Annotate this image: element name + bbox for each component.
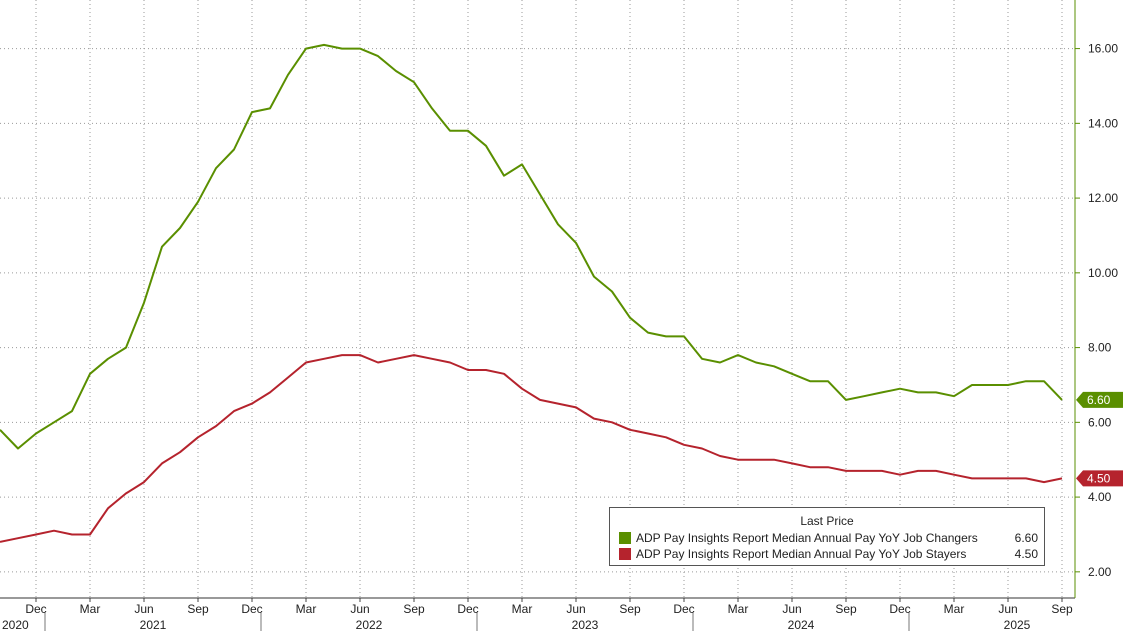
series-lines [0, 43, 1063, 543]
x-tick-label: Jun [782, 602, 801, 616]
y-tick-label: 8.00 [1088, 341, 1112, 355]
x-tick-label: Mar [80, 602, 101, 616]
legend-value-job-stayers: 4.50 [1014, 547, 1038, 561]
legend-swatch-job-stayers [619, 548, 631, 560]
x-tick-label: Sep [187, 602, 209, 616]
x-tick-label: Sep [619, 602, 641, 616]
x-tick-label: Dec [241, 602, 262, 616]
x-tick-label: Mar [944, 602, 965, 616]
x-tick-label: Sep [835, 602, 857, 616]
x-year-label: 2021 [140, 618, 167, 631]
x-year-label: 2023 [572, 618, 599, 631]
x-year-label: 2024 [788, 618, 815, 631]
last-value-badges: 6.60 4.50 [1076, 391, 1123, 487]
y-tick-label: 16.00 [1088, 42, 1118, 56]
y-tick-label: 14.00 [1088, 116, 1118, 130]
x-tick-label: Jun [350, 602, 369, 616]
x-year-label: 2022 [356, 618, 383, 631]
x-tick-label: Jun [998, 602, 1017, 616]
last-value-label-1: 4.50 [1087, 471, 1111, 485]
legend-label-job-changers: ADP Pay Insights Report Median Annual Pa… [636, 531, 978, 545]
x-tick-label: Jun [566, 602, 585, 616]
legend-item-job-changers: ADP Pay Insights Report Median Annual Pa… [610, 530, 1044, 546]
y-tick-label: 12.00 [1088, 191, 1118, 205]
series-line-0 [0, 43, 1063, 450]
legend-item-job-stayers: ADP Pay Insights Report Median Annual Pa… [610, 546, 1044, 562]
x-tick-label: Dec [25, 602, 46, 616]
x-tick-label: Mar [728, 602, 749, 616]
legend: Last Price ADP Pay Insights Report Media… [609, 507, 1045, 566]
x-tick-label: Dec [673, 602, 694, 616]
last-value-label-0: 6.60 [1087, 393, 1111, 407]
y-tick-label: 6.00 [1088, 415, 1112, 429]
x-tick-label: Mar [296, 602, 317, 616]
legend-swatch-job-changers [619, 532, 631, 544]
legend-title: Last Price [800, 514, 854, 528]
y-tick-label: 4.00 [1088, 490, 1112, 504]
series-line-1 [0, 354, 1063, 543]
x-year-label: 2025 [1004, 618, 1031, 631]
y-tick-label: 10.00 [1088, 266, 1118, 280]
legend-value-job-changers: 6.60 [1014, 531, 1038, 545]
x-tick-label: Mar [512, 602, 533, 616]
last-value-badge-1 [1076, 470, 1123, 487]
x-year-label: 2020 [2, 618, 29, 631]
y-tick-label: 2.00 [1088, 565, 1112, 579]
last-value-badge-0 [1076, 391, 1123, 408]
x-tick-label: Sep [1051, 602, 1073, 616]
x-tick-label: Dec [889, 602, 910, 616]
x-tick-label: Sep [403, 602, 425, 616]
x-tick-label: Dec [457, 602, 478, 616]
x-tick-label: Jun [134, 602, 153, 616]
legend-label-job-stayers: ADP Pay Insights Report Median Annual Pa… [636, 547, 967, 561]
